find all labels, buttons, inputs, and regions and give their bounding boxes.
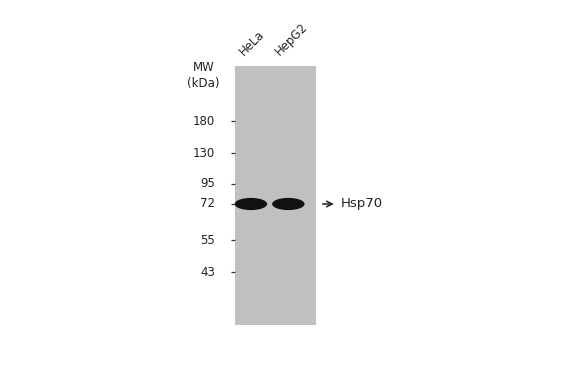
Text: 95: 95 [200, 177, 215, 190]
Text: 180: 180 [193, 115, 215, 127]
Text: HeLa: HeLa [237, 28, 268, 59]
Text: HepG2: HepG2 [272, 21, 310, 59]
Text: 72: 72 [200, 197, 215, 211]
Ellipse shape [235, 198, 267, 210]
Text: Hsp70: Hsp70 [341, 197, 384, 211]
Ellipse shape [272, 198, 304, 210]
Text: MW: MW [193, 62, 214, 74]
Text: 43: 43 [200, 266, 215, 279]
Text: 55: 55 [200, 234, 215, 247]
Bar [235, 66, 317, 325]
Text: (kDa): (kDa) [187, 77, 220, 90]
Text: 130: 130 [193, 147, 215, 160]
